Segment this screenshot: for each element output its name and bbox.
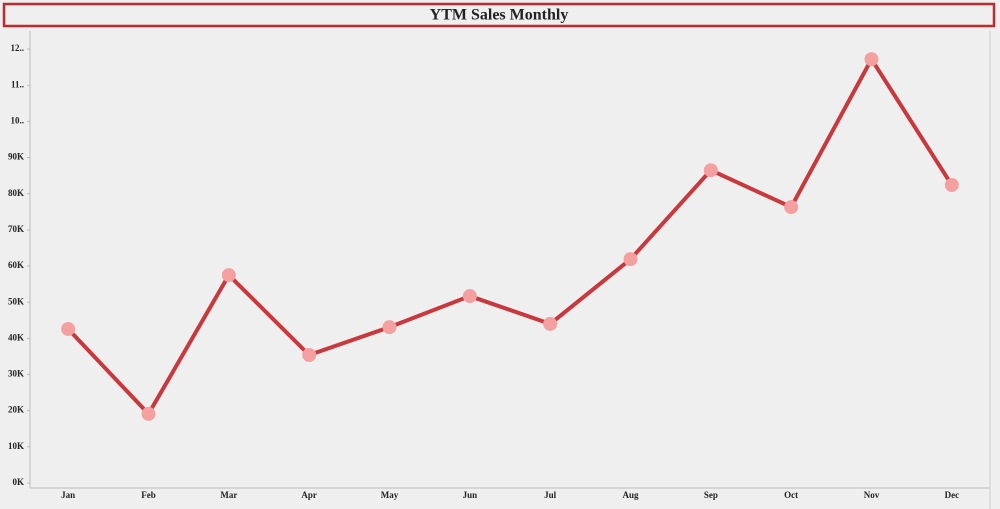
y-tick-label: 70K (8, 224, 24, 234)
title-box (2, 2, 996, 28)
point (703, 163, 718, 178)
point (382, 320, 397, 335)
y-tick-label: 90K (8, 152, 24, 162)
y-tick-label: 10K (8, 441, 24, 451)
line (66, 57, 954, 416)
y-tick-label: 20K (8, 405, 24, 415)
x-tick-label: Dec (945, 490, 960, 500)
x-tick-label: Feb (141, 490, 156, 500)
y-tick-label: 30K (8, 369, 24, 379)
x-tick-label: Nov (864, 490, 880, 500)
y-tick-label: 80K (8, 188, 24, 198)
x-tick-label: Jun (463, 490, 478, 500)
point (784, 200, 799, 215)
point (462, 289, 477, 304)
point (141, 406, 156, 421)
y-tick-label: 0K (12, 477, 24, 487)
chart-title: YTM Sales Monthly (430, 7, 569, 24)
point (944, 178, 959, 193)
y-tick-label: 60K (8, 260, 24, 270)
point (623, 252, 638, 267)
y-tick-label: 11.. (11, 79, 24, 89)
x-tick-label: Mar (220, 490, 237, 500)
point (543, 316, 558, 331)
point (864, 52, 879, 67)
x-tick-label: Oct (784, 490, 798, 500)
x-tick-label: Jan (61, 490, 75, 500)
y-tick-label: 50K (8, 296, 24, 306)
x-tick-label: Jul (544, 490, 557, 500)
point (61, 321, 76, 336)
point (302, 347, 317, 362)
y-tick-label: 12.. (11, 43, 25, 53)
x-tick-label: Sep (704, 490, 718, 500)
point (221, 268, 236, 283)
y-tick-label: 40K (8, 332, 24, 342)
x-tick-label: Apr (301, 490, 317, 500)
x-tick-label: May (381, 490, 399, 500)
y-tick-label: 10.. (11, 115, 25, 125)
x-tick-label: Aug (622, 490, 639, 500)
